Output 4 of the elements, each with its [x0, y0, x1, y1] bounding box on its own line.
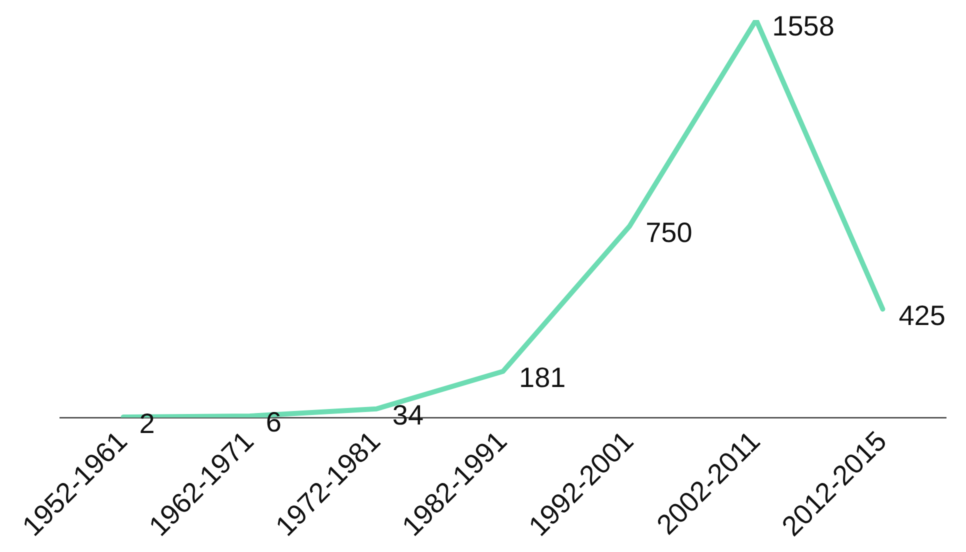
- data-label: 181: [519, 362, 566, 394]
- data-label: 1558: [772, 10, 834, 42]
- data-label: 750: [646, 216, 692, 248]
- data-label: 425: [898, 300, 946, 331]
